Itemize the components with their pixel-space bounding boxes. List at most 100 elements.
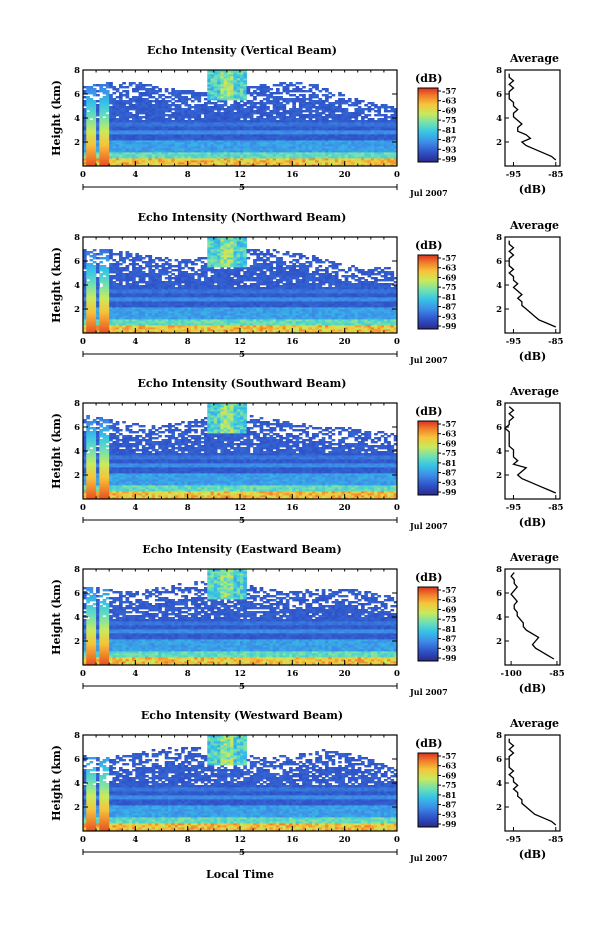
heatmap-cell [272,118,277,121]
heatmap-cell [204,98,208,101]
heatmap-cell [118,110,123,113]
heatmap-cell [292,150,296,153]
heatmap-cell [138,128,143,131]
heatmap-cell [118,140,123,143]
heatmap-cell [135,126,139,129]
heatmap-cell [151,140,156,143]
heatmap-cell [256,110,261,113]
heatmap-cell [128,126,133,129]
heatmap-cell [246,86,251,89]
heatmap-cell [197,96,202,99]
heatmap-cell [171,122,175,125]
heatmap-cell [184,152,189,155]
heatmap-cell [285,162,290,165]
heatmap-cell [164,120,169,123]
heatmap-cell [161,126,166,129]
heatmap-cell [115,126,120,129]
heatmap-cell [86,114,90,117]
heatmap-cell [285,86,290,89]
heatmap-cell [236,146,241,149]
heatmap-cell [230,124,234,127]
heatmap-cell [230,156,234,159]
heatmap-cell [285,116,290,119]
heatmap-cell [128,100,133,103]
heatmap-cell [233,134,238,137]
heatmap-cell [240,72,244,75]
heatmap-cell [96,164,100,167]
heatmap-cell [171,130,175,133]
heatmap-cell [168,96,172,99]
heatmap-cell [213,106,218,109]
heatmap-cell [217,110,221,113]
heatmap-cell [132,132,136,135]
heatmap-cell [213,144,218,147]
heatmap-cell [112,122,117,125]
heatmap-cell [243,136,247,139]
heatmap-cell [220,70,225,73]
heatmap-cell [190,142,195,145]
heatmap-cell [109,148,113,151]
heatmap-cell [223,74,228,77]
heatmap-cell [204,94,208,97]
heatmap-cell [92,154,97,157]
heatmap-cell [262,138,267,141]
heatmap-cell [354,98,359,101]
heatmap-cell [282,126,287,129]
heatmap-cell [253,104,257,107]
heatmap-cell [256,140,261,143]
heatmap-cell [105,110,110,113]
heatmap-cell [282,108,287,111]
heatmap-cell [295,164,300,167]
heatmap-cell [102,152,107,155]
heatmap-cell [141,120,146,123]
heatmap-cell [243,72,247,75]
heatmap-cell [181,114,185,117]
heatmap-cell [158,100,162,103]
heatmap-cell [112,88,117,91]
heatmap-cell [292,104,296,107]
heatmap-cell [151,132,156,135]
heatmap-cell [171,94,175,97]
heatmap-cell [338,92,342,95]
heatmap-cell [243,102,247,105]
heatmap-cell [259,112,264,115]
heatmap-cell [115,104,120,107]
heatmap-cell [99,142,104,145]
heatmap-cell [184,100,189,103]
heatmap-cell [158,164,162,167]
heatmap-cell [112,128,117,131]
heatmap-cell [279,122,283,125]
heatmap-cell [141,271,146,274]
heatmap-cell [102,110,107,113]
heatmap-cell [213,118,218,121]
heatmap-cell [233,90,238,93]
heatmap-cell [262,156,267,159]
heatmap-cell [200,120,205,123]
heatmap-cell [154,162,159,165]
heatmap-cell [105,116,110,119]
heatmap-cell [92,164,97,167]
heatmap-cell [253,158,257,161]
heatmap-cell [145,106,149,109]
heatmap-cell [184,156,189,159]
heatmap-cell [112,108,117,111]
heatmap-cell [226,144,231,147]
heatmap-cell [115,154,120,157]
heatmap-cell [194,136,198,139]
heatmap-cell [305,120,310,123]
heatmap-cell [92,136,97,139]
heatmap-cell [223,146,228,149]
heatmap-cell [115,253,120,256]
heatmap-cell [266,120,270,123]
heatmap-cell [279,92,283,95]
heatmap-cell [83,120,87,123]
heatmap-cell [292,144,296,147]
heatmap-cell [256,142,261,145]
heatmap-cell [269,136,274,139]
heatmap-cell [282,128,287,131]
heatmap-cell [122,136,126,139]
heatmap-cell [102,92,107,95]
heatmap-cell [89,136,94,139]
heatmap-cell [190,152,195,155]
heatmap-cell [230,144,234,147]
